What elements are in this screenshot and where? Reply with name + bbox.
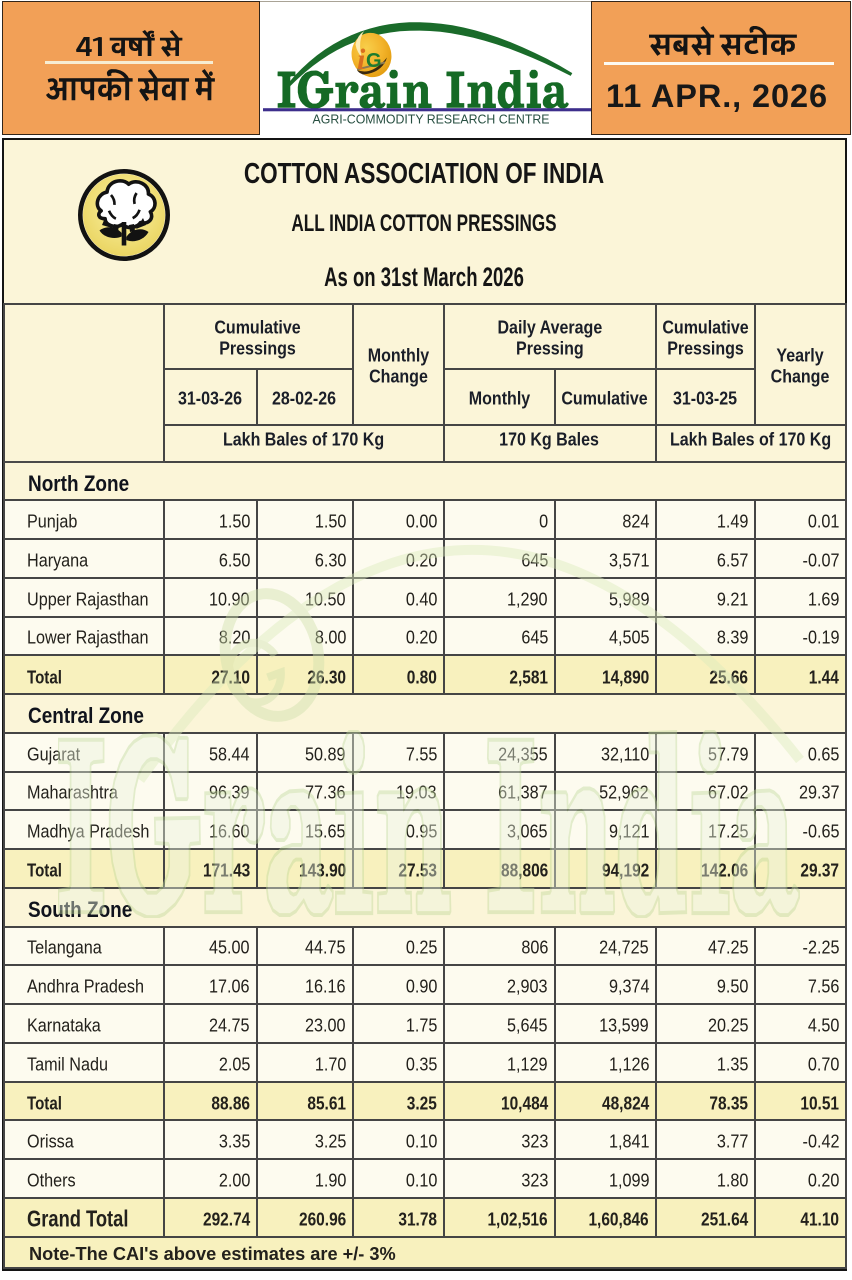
svg-text:G: G [366,50,382,72]
svg-text:i: i [357,43,366,76]
svg-text:AGRI-COMMODITY RESEARCH CENTRE: AGRI-COMMODITY RESEARCH CENTRE [313,112,550,127]
